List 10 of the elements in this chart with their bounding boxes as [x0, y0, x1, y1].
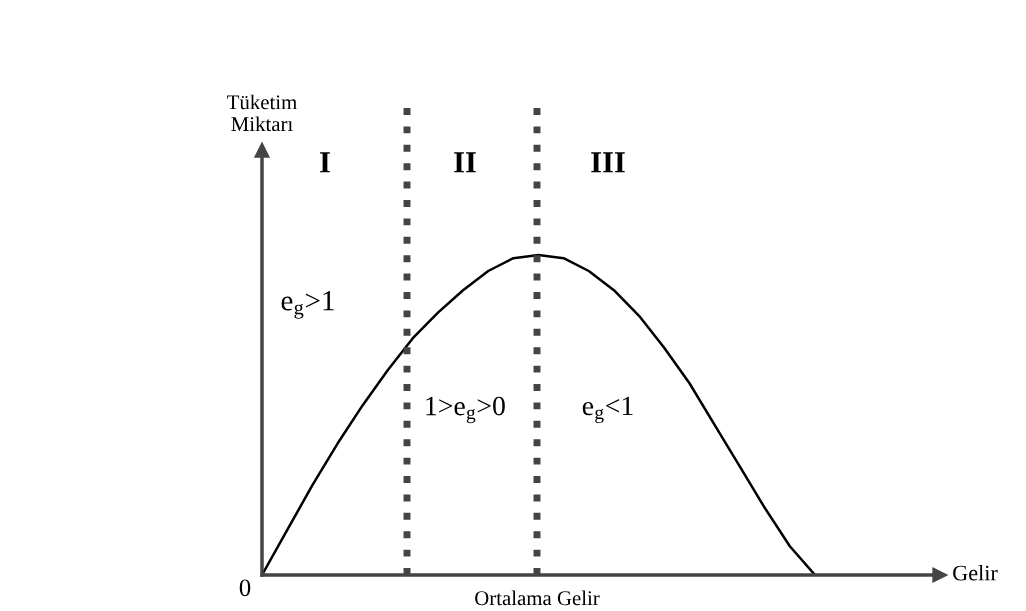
annotation: e$_{g}$<1 — [582, 396, 633, 424]
text: III — [591, 152, 625, 173]
annotation: 1>e$_{g}$>0 — [426, 396, 505, 424]
text: Tüketim Miktarı — [227, 94, 297, 132]
text: II — [454, 152, 476, 173]
text: Ortalama Gelir — [475, 590, 600, 606]
text: I — [320, 152, 330, 173]
text: 0 — [239, 579, 251, 597]
annotation: e$_{g}$>1 — [281, 291, 334, 319]
text: Gelir — [953, 564, 998, 581]
